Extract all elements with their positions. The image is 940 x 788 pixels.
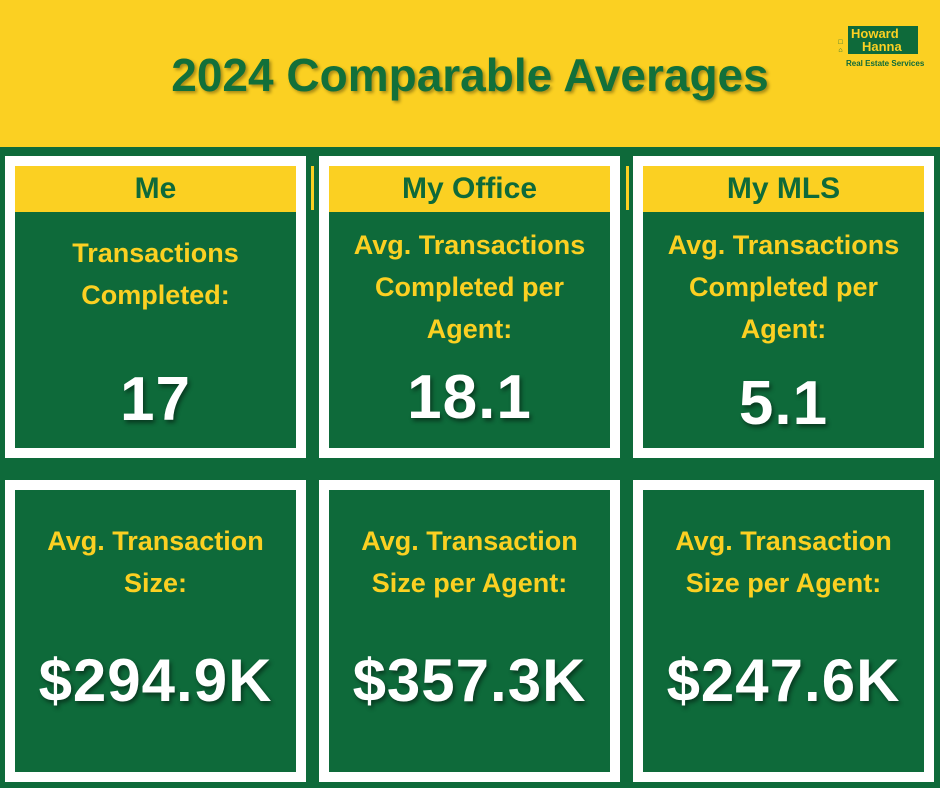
card-body: My Office Avg. Transactions Completed pe…: [329, 166, 610, 448]
card-label-line: Avg. Transaction: [675, 526, 892, 556]
card-value: $357.3K: [352, 647, 587, 714]
card-label-line: Completed per: [374, 272, 565, 302]
card-label-line: Avg. Transaction: [361, 526, 578, 556]
card-label-line: Agent:: [740, 314, 827, 344]
card-body: Me Transactions Completed: 17: [15, 166, 296, 448]
card-label-line: Avg. Transactions: [667, 230, 900, 260]
logo-word-hanna: Hanna: [862, 39, 902, 54]
card-avg-transaction-size-mls: Avg. Transaction Size per Agent: $247.6K: [633, 480, 934, 782]
card-value: 18.1: [407, 363, 532, 432]
card-avg-transaction-size-office: Avg. Transaction Size per Agent: $357.3K: [319, 480, 620, 782]
page-title: 2024 Comparable Averages: [171, 49, 769, 101]
logo-word-howard: Howard: [851, 26, 899, 41]
card-label-line: Completed per: [688, 272, 879, 302]
card-my-office: My Office Avg. Transactions Completed pe…: [319, 156, 620, 458]
card-body: Avg. Transaction Size per Agent: $357.3K: [329, 490, 610, 772]
card-label-line: Avg. Transactions: [353, 230, 586, 260]
card-label-line: Size per Agent:: [685, 568, 882, 598]
card-avg-transaction-size-me: Avg. Transaction Size: $294.9K: [5, 480, 306, 782]
card-body: Avg. Transaction Size: $294.9K: [15, 490, 296, 772]
card-body: My MLS Avg. Transactions Completed per A…: [643, 166, 924, 448]
logo-tagline: Real Estate Services: [846, 59, 925, 68]
card-label-line: Transactions: [72, 238, 239, 268]
divider: [311, 166, 314, 210]
card-me: Me Transactions Completed: 17: [5, 156, 306, 458]
card-header: My MLS: [643, 166, 924, 212]
card-label-line: Size:: [123, 568, 188, 598]
card-value: 17: [120, 365, 191, 434]
card-label-line: Agent:: [426, 314, 513, 344]
equal-housing-icon: □ ⌂: [838, 39, 843, 54]
card-header: My Office: [329, 166, 610, 212]
divider: [626, 166, 629, 210]
card-header: Me: [15, 166, 296, 212]
card-label-line: Completed:: [81, 280, 230, 310]
title-banner: [0, 0, 940, 147]
card-value: $247.6K: [666, 647, 901, 714]
logo-box: Howard Hanna: [848, 26, 918, 54]
card-label-line: Avg. Transaction: [47, 526, 264, 556]
card-value: $294.9K: [38, 647, 273, 714]
card-value: 5.1: [738, 369, 829, 438]
card-body: Avg. Transaction Size per Agent: $247.6K: [643, 490, 924, 772]
card-label-line: Size per Agent:: [371, 568, 568, 598]
card-my-mls: My MLS Avg. Transactions Completed per A…: [633, 156, 934, 458]
